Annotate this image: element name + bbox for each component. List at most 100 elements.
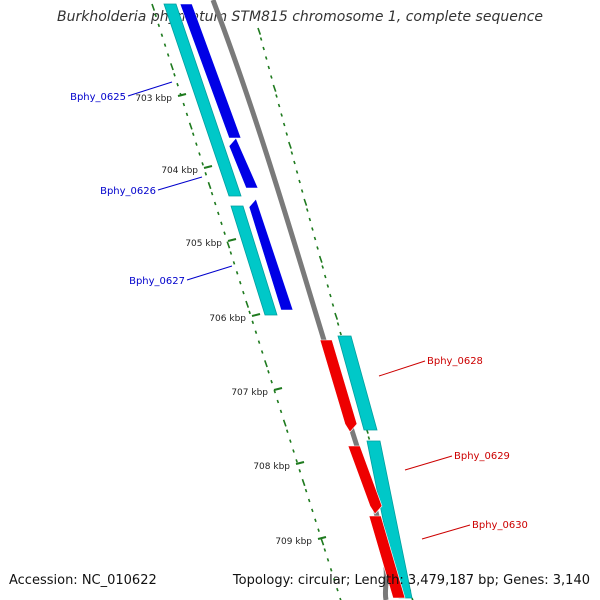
tick-dot xyxy=(270,379,273,384)
tick-dot xyxy=(313,236,317,241)
tick-dot xyxy=(248,310,251,315)
tick-dot xyxy=(277,103,281,108)
tick-dot xyxy=(329,293,332,298)
gene-track xyxy=(179,3,406,599)
accession-text: Accession: NC_010622 xyxy=(9,573,157,588)
kbp-tick-mark xyxy=(273,387,283,391)
tick-dot xyxy=(157,23,161,28)
gene-label-bphy-0626[interactable]: Bphy_0626 xyxy=(100,186,156,197)
tick-dot xyxy=(259,37,263,41)
tick-dot xyxy=(166,53,170,57)
tick-dot xyxy=(207,181,212,190)
tick-dot xyxy=(275,94,278,98)
kbp-tick-label: 703 kbp xyxy=(135,94,172,104)
gene-arrow-bphy-0629[interactable] xyxy=(347,445,383,515)
tick-dot xyxy=(204,172,208,176)
tick-dot xyxy=(318,255,323,263)
kbp-tick-mark xyxy=(251,313,261,317)
kbp-tick-label: 708 kbp xyxy=(253,462,290,472)
tick-dot xyxy=(188,122,193,130)
tick-dot xyxy=(176,82,179,87)
kbp-tick-mark xyxy=(203,165,213,169)
tick-dot xyxy=(298,179,301,184)
tick-dot xyxy=(285,429,289,433)
tick-dot xyxy=(279,409,283,414)
kbp-tick-mark xyxy=(227,238,237,242)
tick-dot xyxy=(367,436,371,440)
tick-dot xyxy=(288,141,292,149)
tick-dot xyxy=(170,63,174,71)
gene-label-bphy-0630[interactable]: Bphy_0630 xyxy=(472,520,528,531)
tick-dot xyxy=(306,208,309,212)
tick-dot xyxy=(198,152,201,156)
gene-labels: Bphy_0625 Bphy_0626 Bphy_0627 Bphy_0628 Bphy… xyxy=(70,81,528,540)
gene-label-bphy-0628[interactable]: Bphy_0628 xyxy=(427,356,483,367)
tick-dot xyxy=(238,280,242,285)
tick-dot xyxy=(326,558,330,562)
chromosome-backbone xyxy=(210,0,389,600)
kbp-tick-mark xyxy=(295,461,305,465)
tick-dot xyxy=(308,217,312,222)
tick-dot xyxy=(257,27,262,35)
tick-dot xyxy=(323,274,327,279)
topology-text: Topology: circular; Length: 3,479,187 bp… xyxy=(232,573,590,588)
tick-dot xyxy=(280,113,283,117)
kbp-tick-label: 709 kbp xyxy=(275,537,312,547)
tick-dot xyxy=(292,449,295,453)
tick-dot xyxy=(331,303,335,307)
tick-dot xyxy=(295,459,298,463)
cds-track xyxy=(163,3,413,599)
tick-dot xyxy=(329,568,333,572)
kbp-ticks: 703 kbp 704 kbp 705 kbp 706 kbp 707 kbp 708 k… xyxy=(135,93,327,547)
tick-dot xyxy=(260,350,264,354)
gene-label-bphy-0629[interactable]: Bphy_0629 xyxy=(454,451,510,462)
tick-dot xyxy=(290,151,294,155)
tick-dot xyxy=(229,251,233,255)
gene-leader-line xyxy=(404,455,453,471)
tick-dot xyxy=(323,548,327,552)
gene-leader-line xyxy=(127,81,173,97)
tick-dot xyxy=(303,198,308,206)
tick-dot xyxy=(339,597,342,600)
tick-dot xyxy=(154,13,157,18)
tick-dot xyxy=(316,246,319,250)
tick-dot xyxy=(213,201,217,206)
tick-dot xyxy=(270,75,273,79)
kbp-tick-label: 704 kbp xyxy=(161,166,198,176)
tick-dot xyxy=(332,577,336,582)
tick-dot xyxy=(321,265,324,269)
tick-dot xyxy=(334,312,339,320)
tick-dot xyxy=(264,56,268,60)
tick-dot xyxy=(272,84,277,92)
tick-dot xyxy=(245,300,250,308)
tick-dot xyxy=(262,46,265,51)
tick-dot xyxy=(195,142,198,146)
tick-dot xyxy=(307,498,311,503)
gene-label-bphy-0625[interactable]: Bphy_0625 xyxy=(70,92,126,103)
tick-dot xyxy=(235,271,239,275)
tick-dot xyxy=(311,227,314,231)
tick-dot xyxy=(223,231,226,235)
tick-dot xyxy=(336,322,340,326)
tick-dot xyxy=(317,528,320,532)
tick-dot xyxy=(282,122,286,127)
tick-dot xyxy=(293,160,296,165)
gene-arrow-bphy-0625[interactable] xyxy=(179,3,242,139)
gene-leader-line xyxy=(421,524,471,540)
gene-arrow-bphy-0630[interactable] xyxy=(368,515,406,599)
tick-dot xyxy=(163,43,167,47)
tick-dot xyxy=(295,170,299,174)
tick-dot xyxy=(289,439,292,443)
tick-dot xyxy=(300,189,304,193)
tick-dot xyxy=(339,331,342,336)
tick-dot xyxy=(173,73,176,77)
tick-dot xyxy=(311,508,314,513)
gene-leader-line xyxy=(186,265,233,281)
gene-label-bphy-0627[interactable]: Bphy_0627 xyxy=(129,276,185,287)
gene-arrow-bphy-0626[interactable] xyxy=(228,137,259,189)
gene-arrow-bphy-0628[interactable] xyxy=(319,339,358,433)
tick-dot xyxy=(326,284,330,288)
kbp-tick-label: 706 kbp xyxy=(209,314,246,324)
gene-arrow-bphy-0627[interactable] xyxy=(248,198,294,311)
tick-dot xyxy=(217,211,220,216)
